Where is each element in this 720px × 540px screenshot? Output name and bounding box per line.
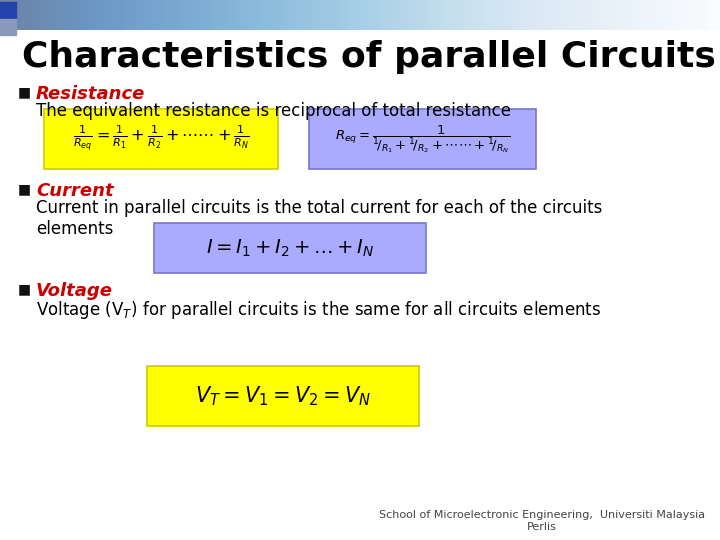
Text: The equivalent resistance is reciprocal of total resistance: The equivalent resistance is reciprocal … — [36, 102, 511, 120]
Text: School of Microelectronic Engineering,  Universiti Malaysia
Perlis: School of Microelectronic Engineering, U… — [379, 510, 705, 532]
Text: Resistance: Resistance — [36, 85, 145, 103]
Text: ■: ■ — [18, 85, 31, 99]
Text: $\frac{1}{R_{eq}} = \frac{1}{R_1} + \frac{1}{R_2} + \cdots\cdots + \frac{1}{R_N}: $\frac{1}{R_{eq}} = \frac{1}{R_1} + \fra… — [73, 124, 249, 154]
Text: ■: ■ — [18, 282, 31, 296]
Bar — [0, 2, 16, 18]
FancyBboxPatch shape — [147, 366, 419, 426]
Text: $R_{eq} = \dfrac{1}{{}^{1}\!/_{R_1}+{}^{1}\!/_{R_2}+\cdots\cdots+{}^{1}\!/_{R_N}: $R_{eq} = \dfrac{1}{{}^{1}\!/_{R_1}+{}^{… — [336, 123, 510, 155]
Text: Voltage (V$_T$) for parallel circuits is the same for all circuits elements: Voltage (V$_T$) for parallel circuits is… — [36, 299, 601, 321]
Bar — [0, 19, 16, 35]
Text: $\mathit{I = I_1 + I_2 + \ldots + I_N}$: $\mathit{I = I_1 + I_2 + \ldots + I_N}$ — [206, 238, 374, 259]
Text: $\mathit{V_T = V_1 = V_2 = V_N}$: $\mathit{V_T = V_1 = V_2 = V_N}$ — [195, 384, 371, 408]
Text: Current: Current — [36, 182, 114, 200]
FancyBboxPatch shape — [44, 109, 278, 169]
Text: Characteristics of parallel Circuits: Characteristics of parallel Circuits — [22, 40, 716, 74]
Text: Voltage: Voltage — [36, 282, 113, 300]
Text: Current in parallel circuits is the total current for each of the circuits
eleme: Current in parallel circuits is the tota… — [36, 199, 603, 238]
FancyBboxPatch shape — [154, 223, 426, 273]
Text: ■: ■ — [18, 182, 31, 196]
FancyBboxPatch shape — [309, 109, 536, 169]
